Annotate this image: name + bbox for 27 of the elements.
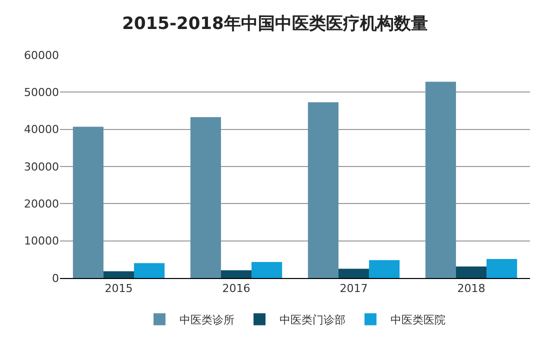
bar [338, 268, 370, 278]
legend-label: 中医类医院 [390, 314, 446, 327]
bar [190, 117, 221, 278]
y-tick-label: 40000 [24, 123, 59, 136]
x-tick-label: 2016 [222, 282, 250, 296]
y-tick-label: 30000 [24, 160, 59, 174]
x-tick-label: 2015 [104, 282, 133, 296]
bar [134, 263, 165, 278]
bar [252, 262, 282, 278]
bar [72, 126, 104, 278]
bar [425, 82, 456, 278]
bar [308, 102, 338, 278]
chart-title: 2015-2018年中国中医类医疗机构数量 [122, 14, 428, 34]
bar [369, 260, 400, 278]
y-tick-label: 10000 [24, 234, 59, 248]
bar [220, 270, 252, 278]
y-tick-label: 0 [52, 272, 59, 285]
y-tick-label: 60000 [24, 48, 59, 62]
bar [456, 266, 487, 278]
legend-label: 中医类门诊部 [280, 314, 346, 327]
bar [486, 259, 518, 278]
y-tick-label: 20000 [24, 198, 59, 211]
y-tick-label: 50000 [24, 86, 59, 100]
x-tick-label: 2017 [340, 282, 368, 296]
bar [103, 271, 134, 278]
x-tick-label: 2018 [457, 282, 486, 296]
legend-label: 中医类诊所 [180, 314, 234, 327]
